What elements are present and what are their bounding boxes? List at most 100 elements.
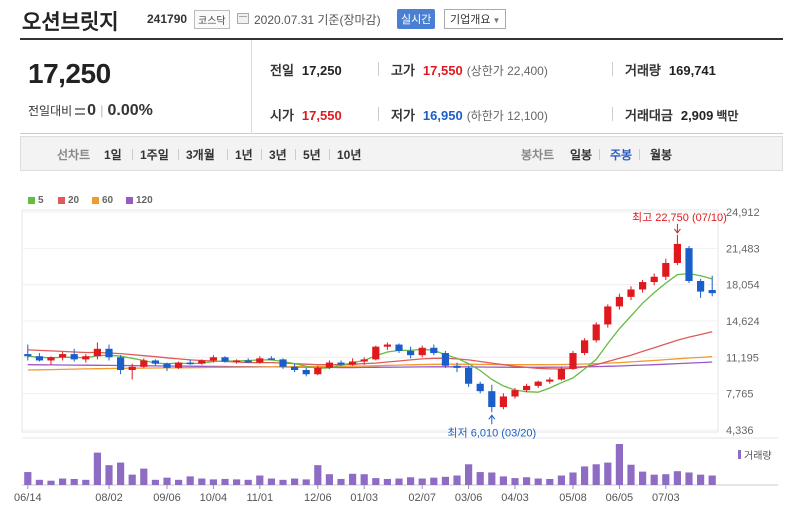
- high-label: 고가: [391, 63, 415, 78]
- legend-ma120: 120: [126, 195, 153, 206]
- amount-label: 거래대금: [625, 108, 673, 123]
- divider: [612, 62, 613, 76]
- volume-bar: [291, 478, 299, 485]
- candle-body: [395, 344, 403, 351]
- divider: [378, 107, 379, 121]
- legend-ma60: 60: [92, 195, 113, 206]
- candle-body: [441, 353, 449, 366]
- low-cell: 저가 16,950 (하한가 12,100): [391, 105, 548, 124]
- volume-bar: [395, 478, 403, 485]
- volume-bar: [476, 472, 484, 485]
- candle-body: [93, 348, 101, 357]
- candle-body: [349, 361, 357, 365]
- divider: [227, 149, 228, 160]
- legend-swatch: [126, 196, 133, 204]
- amount-cell: 거래대금 2,909 백만: [625, 105, 738, 124]
- open-value: 17,550: [301, 108, 342, 123]
- volume-bar: [59, 478, 67, 485]
- high-annotation: 최고 22,750 (07/10): [632, 211, 727, 224]
- as-of-date: 2020.07.31 기준(장마감): [254, 13, 381, 27]
- volume-bar: [349, 473, 357, 485]
- candle-body: [407, 350, 415, 356]
- y-tick-label: 11,195: [726, 352, 759, 364]
- candle-body: [499, 396, 507, 408]
- candle-body: [418, 347, 426, 356]
- candle-body: [650, 276, 658, 283]
- volume-bar: [673, 471, 681, 485]
- x-tick-label: 08/02: [95, 492, 123, 504]
- volume-value: 169,741: [668, 63, 716, 78]
- volume-bar: [592, 464, 600, 485]
- candle-body: [244, 360, 252, 363]
- candle-body: [685, 248, 693, 281]
- price-chart[interactable]: 24,912 21,483 18,054 14,624 11,195 7,765 4,336…: [0, 180, 788, 526]
- candle-body: [523, 385, 531, 391]
- candle-body: [163, 363, 171, 368]
- candle-body: [325, 362, 333, 368]
- candle-body: [47, 357, 55, 361]
- line-chart-label: 선차트: [57, 148, 91, 162]
- candle-body: [360, 359, 368, 362]
- tab-1d[interactable]: 1일: [104, 148, 122, 162]
- y-tick-label: 4,336: [726, 425, 754, 437]
- legend-label: 5: [38, 195, 44, 206]
- volume-bar: [175, 479, 183, 485]
- volume-bar: [140, 468, 148, 485]
- tab-5y[interactable]: 5년: [303, 148, 321, 162]
- change-line: 전일대비 0 | 0.00%: [28, 102, 153, 120]
- high-cell: 고가 17,550 (상한가 22,400): [391, 60, 548, 79]
- volume-bar: [186, 476, 194, 485]
- x-tick-label: 05/08: [559, 492, 587, 504]
- volume-label: 거래량: [625, 63, 661, 78]
- legend-label: 20: [68, 195, 80, 206]
- divider: [178, 149, 179, 160]
- company-info-button[interactable]: 기업개요 ▼: [444, 9, 507, 29]
- open-label: 시가: [270, 108, 294, 123]
- legend-swatch: [92, 196, 99, 204]
- candle-body: [233, 360, 241, 362]
- tab-daily[interactable]: 일봉: [570, 148, 593, 162]
- unchanged-icon: [75, 107, 86, 115]
- current-price-box: 17,250 전일대비 0 | 0.00%: [20, 40, 252, 134]
- y-tick-label: 14,624: [726, 316, 760, 328]
- volume-bar: [523, 477, 531, 485]
- volume-bar: [93, 452, 101, 485]
- low-value: 16,950: [422, 108, 463, 123]
- x-tick-label: 10/04: [200, 492, 228, 504]
- candle-body: [673, 243, 681, 263]
- tab-monthly[interactable]: 월봉: [650, 148, 673, 162]
- volume-bar: [360, 474, 368, 485]
- volume-cell: 거래량 169,741: [625, 60, 716, 79]
- candle-body: [615, 296, 623, 307]
- high-value: 17,550: [422, 63, 463, 78]
- volume-bar: [198, 478, 206, 485]
- volume-bar: [407, 477, 415, 485]
- company-info-label: 기업개요: [450, 14, 491, 26]
- candle-body: [430, 347, 438, 354]
- tab-3y[interactable]: 3년: [269, 148, 287, 162]
- volume-bar: [639, 471, 647, 485]
- candle-body: [511, 390, 519, 397]
- amount-unit: 백만: [716, 109, 739, 123]
- volume-bar: [662, 474, 670, 485]
- x-tick-label: 03/06: [455, 492, 483, 504]
- candle-body: [186, 362, 194, 365]
- lower-limit: (하한가 12,100): [466, 109, 548, 123]
- volume-bar: [604, 462, 612, 485]
- tab-weekly[interactable]: 주봉: [610, 148, 633, 162]
- tab-3m[interactable]: 3개월: [186, 148, 215, 162]
- tab-1w[interactable]: 1주일: [140, 148, 169, 162]
- divider: [639, 149, 640, 160]
- volume-bar: [267, 478, 275, 485]
- tab-1y[interactable]: 1년: [235, 148, 253, 162]
- prev-close-label: 전일: [270, 63, 294, 78]
- tab-10y[interactable]: 10년: [337, 148, 362, 162]
- candle-body: [140, 360, 148, 367]
- candle-chart-label: 봉차트: [521, 148, 555, 162]
- candle-body: [465, 367, 473, 384]
- volume-bar: [441, 476, 449, 485]
- x-tick-label: 01/03: [350, 492, 378, 504]
- realtime-button[interactable]: 실시간: [397, 9, 436, 29]
- divider: [329, 149, 330, 160]
- candle-body: [581, 340, 589, 354]
